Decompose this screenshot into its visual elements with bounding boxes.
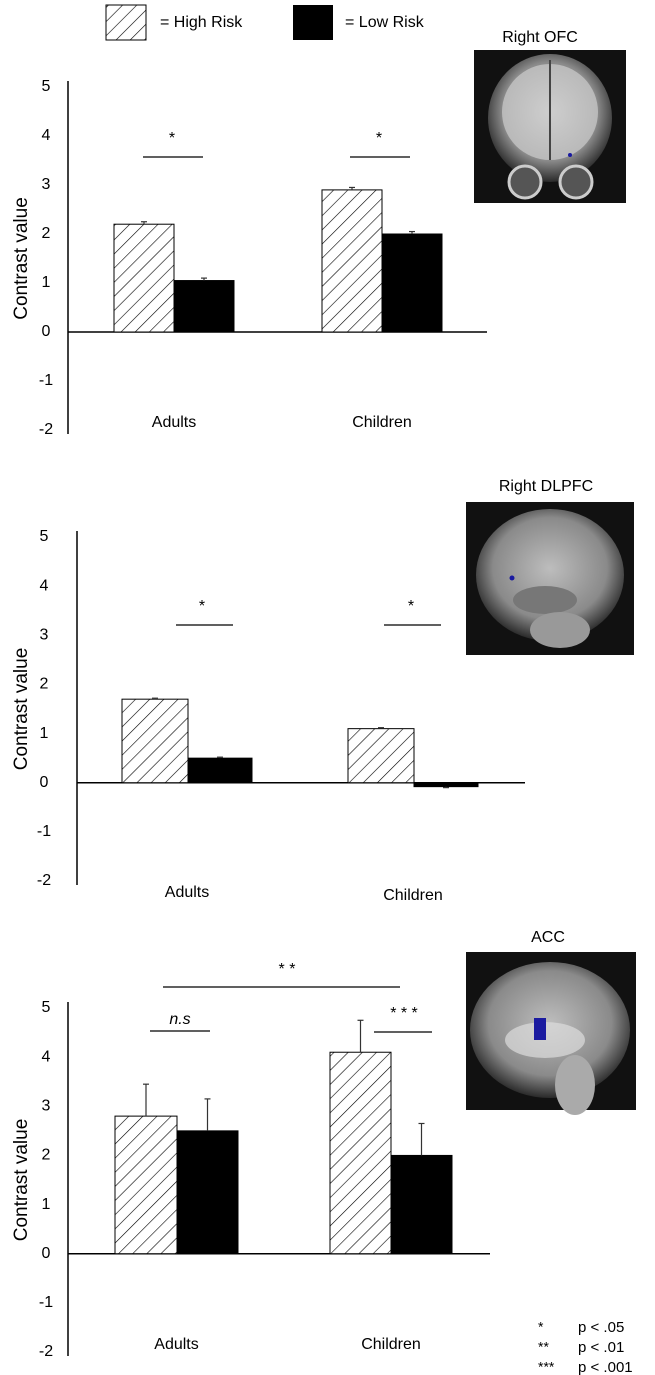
legend-label: = High Risk: [160, 14, 243, 31]
image-label: ACC: [531, 929, 565, 946]
x-tick-label: Adults: [152, 414, 196, 431]
y-axis-label: Contrast value: [11, 197, 32, 320]
y-tick-label: -2: [39, 1343, 53, 1360]
y-tick-label: -2: [39, 421, 53, 438]
bar: [188, 758, 252, 783]
significance-label: *: [169, 130, 175, 147]
y-axis-label: Contrast value: [11, 1119, 32, 1242]
image-label: Right OFC: [502, 29, 578, 46]
y-tick-label: -2: [37, 872, 51, 889]
legend-swatch: [106, 5, 146, 40]
y-tick-label: 3: [42, 1098, 51, 1115]
y-tick-label: 0: [42, 323, 51, 340]
bar: [122, 699, 188, 783]
x-tick-label: Adults: [154, 1336, 198, 1353]
y-axis-label: Contrast value: [11, 648, 32, 771]
error-bar: [205, 1099, 211, 1131]
bar: [174, 281, 234, 332]
significance-label: * *: [279, 961, 296, 978]
brain-image: [466, 952, 636, 1115]
y-tick-label: -1: [39, 1294, 53, 1311]
x-tick-label: Children: [383, 887, 443, 904]
y-tick-label: 1: [42, 274, 51, 291]
y-tick-label: 0: [40, 774, 49, 791]
y-tick-label: 0: [42, 1245, 51, 1262]
brain-image: [474, 50, 626, 203]
legend-swatch: [293, 5, 333, 40]
bar: [382, 234, 442, 332]
y-tick-label: 3: [40, 627, 49, 644]
y-tick-label: 2: [42, 1147, 51, 1164]
significance-label: *: [199, 598, 205, 615]
significance-label: * * *: [390, 1005, 418, 1022]
y-tick-label: 1: [40, 725, 49, 742]
y-tick-label: 4: [42, 127, 51, 144]
x-tick-label: Children: [361, 1336, 421, 1353]
key-symbol: *: [538, 1319, 544, 1335]
bar: [348, 729, 414, 783]
significance-label: *: [376, 130, 382, 147]
y-tick-label: 2: [40, 676, 49, 693]
bar: [330, 1052, 391, 1253]
key-label: p < .01: [578, 1339, 624, 1356]
x-tick-label: Children: [352, 414, 412, 431]
y-tick-label: 4: [42, 1048, 51, 1065]
y-tick-label: 1: [42, 1196, 51, 1213]
bar: [322, 190, 382, 332]
x-tick-label: Adults: [165, 884, 209, 901]
y-tick-label: 5: [42, 999, 51, 1016]
y-tick-label: 4: [40, 577, 49, 594]
key-symbol: ***: [538, 1359, 555, 1375]
y-tick-label: -1: [37, 823, 51, 840]
significance-label: *: [408, 598, 414, 615]
error-bar: [419, 1123, 425, 1155]
bar: [115, 1116, 177, 1254]
y-tick-label: 3: [42, 176, 51, 193]
significance-label: n.s: [169, 1011, 190, 1028]
y-tick-label: 2: [42, 225, 51, 242]
bar: [414, 783, 478, 787]
bar: [391, 1155, 452, 1253]
key-label: p < .05: [578, 1319, 624, 1336]
error-bar: [358, 1020, 364, 1052]
image-label: Right DLPFC: [499, 478, 593, 495]
legend-label: = Low Risk: [345, 14, 425, 31]
bar: [177, 1131, 238, 1254]
y-tick-label: -1: [39, 372, 53, 389]
key-label: p < .001: [578, 1359, 633, 1375]
brain-image: [466, 502, 634, 655]
y-tick-label: 5: [42, 78, 51, 95]
figure: = High Risk = Low Risk Right OFC Contrast…: [0, 0, 655, 1375]
bar: [114, 224, 174, 332]
key-symbol: **: [538, 1339, 549, 1355]
error-bar: [143, 1084, 149, 1116]
y-tick-label: 5: [40, 528, 49, 545]
